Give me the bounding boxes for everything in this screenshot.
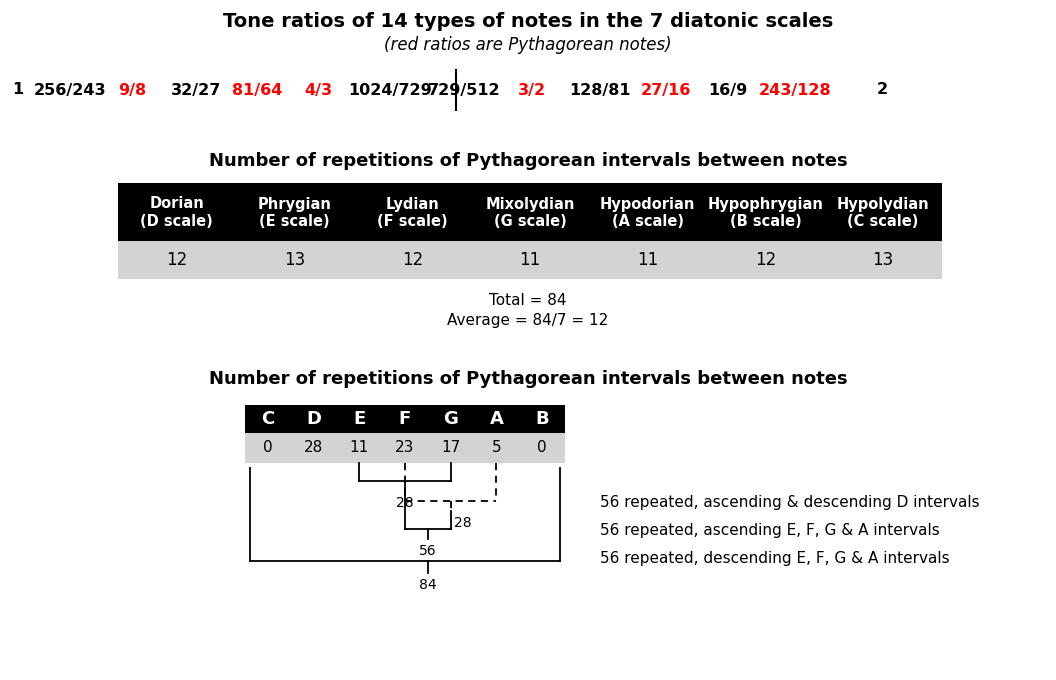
- Text: 13: 13: [872, 251, 893, 269]
- Text: 3/2: 3/2: [517, 82, 546, 97]
- Text: 56: 56: [419, 544, 437, 558]
- Text: 5: 5: [492, 441, 502, 456]
- Text: 243/128: 243/128: [758, 82, 831, 97]
- Text: Total = 84: Total = 84: [489, 293, 567, 308]
- Text: 28: 28: [396, 496, 414, 510]
- Text: 32/27: 32/27: [171, 82, 221, 97]
- Text: Lydian: Lydian: [385, 197, 439, 211]
- Text: (C scale): (C scale): [848, 214, 919, 230]
- Text: 4/3: 4/3: [304, 82, 332, 97]
- Text: 16/9: 16/9: [709, 82, 748, 97]
- Text: Hypodorian: Hypodorian: [600, 197, 696, 211]
- Text: 56 repeated, descending E, F, G & A intervals: 56 repeated, descending E, F, G & A inte…: [600, 551, 949, 566]
- Text: D: D: [306, 410, 321, 428]
- Text: 28: 28: [454, 516, 472, 530]
- Text: Mixolydian: Mixolydian: [486, 197, 574, 211]
- Text: 28: 28: [304, 441, 323, 456]
- Text: (F scale): (F scale): [377, 214, 448, 230]
- Text: 11: 11: [350, 441, 369, 456]
- Text: (E scale): (E scale): [260, 214, 329, 230]
- Text: 17: 17: [441, 441, 460, 456]
- Text: (D scale): (D scale): [140, 214, 213, 230]
- Text: (G scale): (G scale): [493, 214, 566, 230]
- Text: (A scale): (A scale): [611, 214, 683, 230]
- FancyBboxPatch shape: [118, 183, 942, 241]
- Text: Average = 84/7 = 12: Average = 84/7 = 12: [448, 313, 608, 328]
- Text: Tone ratios of 14 types of notes in the 7 diatonic scales: Tone ratios of 14 types of notes in the …: [223, 12, 833, 31]
- Text: 84: 84: [419, 578, 437, 592]
- Text: 56 repeated, ascending E, F, G & A intervals: 56 repeated, ascending E, F, G & A inter…: [600, 522, 940, 537]
- FancyBboxPatch shape: [245, 405, 565, 433]
- Text: 128/81: 128/81: [569, 82, 630, 97]
- Text: 9/8: 9/8: [118, 82, 146, 97]
- Text: 256/243: 256/243: [34, 82, 107, 97]
- Text: 2: 2: [876, 82, 887, 97]
- Text: E: E: [353, 410, 365, 428]
- Text: Dorian: Dorian: [150, 197, 204, 211]
- Text: 1: 1: [13, 82, 23, 97]
- Text: 56 repeated, ascending & descending D intervals: 56 repeated, ascending & descending D in…: [600, 494, 980, 509]
- Text: 27/16: 27/16: [641, 82, 692, 97]
- Text: (red ratios are Pythagorean notes): (red ratios are Pythagorean notes): [384, 36, 672, 54]
- Text: 12: 12: [401, 251, 422, 269]
- Text: 0: 0: [538, 441, 547, 456]
- Text: 12: 12: [755, 251, 776, 269]
- Text: 81/64: 81/64: [232, 82, 282, 97]
- Text: 0: 0: [263, 441, 272, 456]
- Text: 729/512: 729/512: [428, 82, 501, 97]
- Text: 11: 11: [637, 251, 658, 269]
- FancyBboxPatch shape: [118, 241, 942, 279]
- Text: 1024/729: 1024/729: [348, 82, 432, 97]
- Text: Phrygian: Phrygian: [258, 197, 332, 211]
- Text: B: B: [535, 410, 549, 428]
- FancyBboxPatch shape: [245, 433, 565, 463]
- Text: 23: 23: [395, 441, 415, 456]
- Text: F: F: [399, 410, 411, 428]
- Text: A: A: [490, 410, 504, 428]
- Text: 13: 13: [284, 251, 305, 269]
- Text: Number of repetitions of Pythagorean intervals between notes: Number of repetitions of Pythagorean int…: [209, 152, 847, 170]
- Text: Hypophrygian: Hypophrygian: [708, 197, 824, 211]
- Text: 12: 12: [166, 251, 188, 269]
- Text: G: G: [444, 410, 458, 428]
- Text: C: C: [261, 410, 275, 428]
- Text: (B scale): (B scale): [730, 214, 802, 230]
- Text: Hypolydian: Hypolydian: [836, 197, 929, 211]
- Text: Number of repetitions of Pythagorean intervals between notes: Number of repetitions of Pythagorean int…: [209, 370, 847, 388]
- Text: 11: 11: [520, 251, 541, 269]
